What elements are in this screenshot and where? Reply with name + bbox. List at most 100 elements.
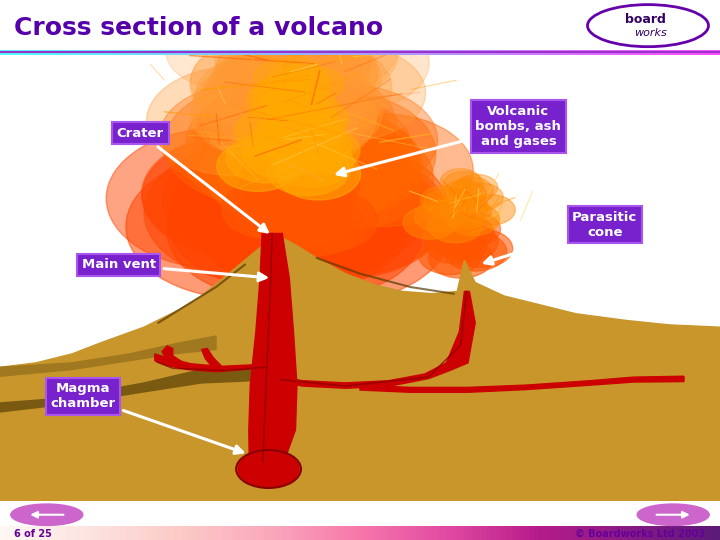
Circle shape xyxy=(144,143,368,282)
Circle shape xyxy=(451,230,513,267)
Polygon shape xyxy=(360,376,684,392)
Circle shape xyxy=(423,218,480,253)
Circle shape xyxy=(450,177,493,204)
Circle shape xyxy=(278,190,377,252)
Circle shape xyxy=(246,169,338,226)
Circle shape xyxy=(217,45,348,126)
Circle shape xyxy=(447,203,500,235)
Circle shape xyxy=(106,128,333,269)
Circle shape xyxy=(444,172,485,197)
Polygon shape xyxy=(0,233,720,501)
Circle shape xyxy=(273,14,429,111)
Polygon shape xyxy=(249,233,297,477)
Circle shape xyxy=(276,123,352,170)
Circle shape xyxy=(205,115,391,230)
Circle shape xyxy=(159,84,333,191)
Text: Parasitic
cone: Parasitic cone xyxy=(485,211,637,264)
Circle shape xyxy=(243,172,336,230)
Circle shape xyxy=(240,42,392,136)
Text: works: works xyxy=(634,28,667,38)
Circle shape xyxy=(441,168,480,193)
Circle shape xyxy=(254,186,353,247)
Circle shape xyxy=(229,98,400,205)
Polygon shape xyxy=(0,336,216,376)
Text: Volcanic
bombs, ash
and gases: Volcanic bombs, ash and gases xyxy=(337,105,562,176)
Circle shape xyxy=(248,2,397,94)
Circle shape xyxy=(204,79,361,177)
Circle shape xyxy=(444,232,507,271)
Circle shape xyxy=(235,16,372,100)
Circle shape xyxy=(282,98,349,140)
Circle shape xyxy=(211,125,397,239)
Circle shape xyxy=(167,164,384,298)
Circle shape xyxy=(275,70,332,105)
Circle shape xyxy=(229,97,391,197)
Text: Magma
chamber: Magma chamber xyxy=(50,382,243,454)
Circle shape xyxy=(226,31,381,127)
Circle shape xyxy=(202,131,384,243)
Circle shape xyxy=(252,77,311,114)
Circle shape xyxy=(193,157,402,287)
Circle shape xyxy=(202,63,377,170)
Circle shape xyxy=(438,215,494,250)
Circle shape xyxy=(265,84,327,123)
Circle shape xyxy=(266,144,350,195)
Circle shape xyxy=(256,74,313,110)
Circle shape xyxy=(420,186,467,214)
Circle shape xyxy=(276,147,361,200)
Circle shape xyxy=(217,77,374,174)
Circle shape xyxy=(456,174,498,200)
Circle shape xyxy=(251,91,315,131)
Circle shape xyxy=(242,151,447,278)
Circle shape xyxy=(271,45,426,141)
Circle shape xyxy=(164,83,361,206)
Circle shape xyxy=(126,154,359,299)
Circle shape xyxy=(248,29,371,105)
Circle shape xyxy=(291,114,473,227)
Circle shape xyxy=(162,140,356,261)
Circle shape xyxy=(239,151,325,204)
Circle shape xyxy=(184,98,371,214)
Circle shape xyxy=(235,109,305,153)
Text: board: board xyxy=(625,13,665,26)
Circle shape xyxy=(438,224,498,260)
Circle shape xyxy=(195,158,410,291)
Circle shape xyxy=(186,91,351,193)
Circle shape xyxy=(216,30,344,109)
Circle shape xyxy=(222,37,343,112)
Circle shape xyxy=(441,198,491,228)
Circle shape xyxy=(442,180,486,207)
Circle shape xyxy=(190,38,338,130)
Circle shape xyxy=(273,112,345,157)
Circle shape xyxy=(230,161,410,273)
Circle shape xyxy=(197,138,369,244)
Circle shape xyxy=(230,57,369,143)
Circle shape xyxy=(289,67,344,101)
Circle shape xyxy=(194,52,342,144)
Circle shape xyxy=(275,63,329,97)
Circle shape xyxy=(195,78,379,192)
Text: 6 of 25: 6 of 25 xyxy=(14,529,53,539)
Circle shape xyxy=(243,110,423,221)
Circle shape xyxy=(198,97,403,225)
Circle shape xyxy=(191,36,338,127)
Circle shape xyxy=(217,130,392,239)
Circle shape xyxy=(222,179,318,239)
Text: Crater: Crater xyxy=(117,127,267,232)
Ellipse shape xyxy=(11,504,83,525)
Circle shape xyxy=(458,183,503,211)
Circle shape xyxy=(263,102,331,144)
Circle shape xyxy=(240,68,382,156)
Ellipse shape xyxy=(589,5,707,46)
Ellipse shape xyxy=(637,504,709,525)
Circle shape xyxy=(428,238,493,278)
Circle shape xyxy=(226,133,305,183)
Circle shape xyxy=(274,88,338,127)
Circle shape xyxy=(248,31,378,112)
Polygon shape xyxy=(162,346,187,368)
Circle shape xyxy=(197,125,405,253)
Circle shape xyxy=(418,235,482,274)
Circle shape xyxy=(220,171,423,296)
Circle shape xyxy=(273,137,354,187)
Text: Cross section of a volcano: Cross section of a volcano xyxy=(14,16,384,40)
